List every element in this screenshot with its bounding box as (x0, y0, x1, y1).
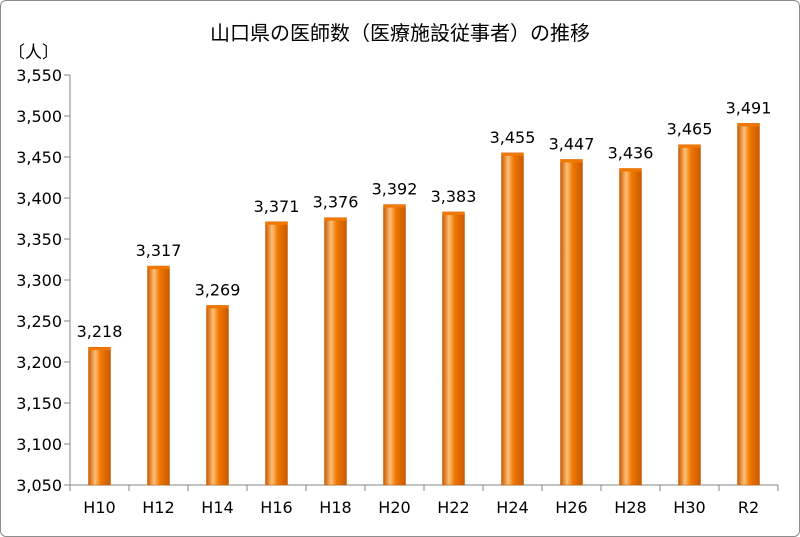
x-tick-label-H18: H18 (319, 498, 351, 517)
data-label-H26: 3,447 (549, 134, 595, 153)
bar-cap-H28 (619, 168, 642, 172)
x-tick-label-H16: H16 (260, 498, 292, 517)
chart-title: 山口県の医師数（医療施設従事者）の推移 (210, 21, 590, 45)
bar-cap-H24 (501, 152, 524, 156)
bar-cap-H12 (147, 266, 170, 270)
bar-H20 (383, 204, 406, 486)
bar-H22 (442, 211, 465, 486)
bar-cap-H30 (678, 144, 701, 148)
data-label-H16: 3,371 (254, 197, 300, 216)
x-tick-label-R2: R2 (738, 498, 759, 517)
y-tick-label: 3,250 (16, 312, 62, 331)
bar-H14 (206, 305, 229, 486)
bar-H26 (560, 159, 583, 486)
data-label-H12: 3,317 (136, 241, 182, 260)
x-tick-label-H10: H10 (83, 498, 115, 517)
y-axis: 3,050 3,100 3,150 3,200 3,250 3,300 3,350 3,400… (16, 66, 71, 495)
x-tick-label-H14: H14 (201, 498, 233, 517)
x-tick-label-H22: H22 (437, 498, 469, 517)
x-tick-label-H12: H12 (142, 498, 174, 517)
data-label-H18: 3,376 (313, 193, 359, 212)
y-tick-label: 3,200 (16, 353, 62, 372)
data-labels: 3,218 3,317 3,269 3,371 3,376 3,392 3,383 3,455… (77, 98, 772, 341)
data-label-H30: 3,465 (667, 120, 713, 139)
bar-cap-H20 (383, 204, 406, 208)
bar-H10 (88, 346, 111, 486)
x-tick-label-H26: H26 (555, 498, 587, 517)
bar-cap-H16 (265, 221, 288, 225)
x-tick-label-H20: H20 (378, 498, 410, 517)
bar-cap-H14 (206, 305, 229, 309)
bar-R2 (737, 123, 760, 486)
bar-cap-H26 (560, 159, 583, 163)
bar-cap-H10 (88, 347, 111, 351)
y-tick-label: 3,150 (16, 394, 62, 413)
data-label-H28: 3,436 (608, 143, 654, 162)
y-tick-label: 3,050 (16, 476, 62, 495)
y-tick-label: 3,300 (16, 271, 62, 290)
bar-H12 (147, 265, 170, 486)
y-tick-label: 3,400 (16, 189, 62, 208)
x-tick-label-H30: H30 (673, 498, 705, 517)
bar-H24 (501, 152, 524, 486)
y-tick-label: 3,450 (16, 148, 62, 167)
data-label-H22: 3,383 (431, 187, 477, 206)
bar-cap-H22 (442, 211, 465, 215)
data-label-H24: 3,455 (490, 128, 536, 147)
bar-H18 (324, 217, 347, 486)
data-label-H20: 3,392 (372, 180, 418, 199)
y-tick-label: 3,350 (16, 230, 62, 249)
y-tick-label: 3,550 (16, 66, 62, 85)
x-tick-label-H24: H24 (496, 498, 528, 517)
bar-H30 (678, 144, 701, 486)
y-tick-label: 3,500 (16, 107, 62, 126)
x-axis: H10 H12 H14 H16 H18 H20 H22 H24 H26 H28 H30 R2 (69, 484, 779, 517)
bar-H16 (265, 221, 288, 486)
y-unit-label: 〔人〕 (8, 43, 59, 63)
data-label-H10: 3,218 (77, 322, 123, 341)
bar-cap-R2 (737, 123, 760, 127)
data-label-R2: 3,491 (726, 98, 772, 117)
data-label-H14: 3,269 (195, 280, 241, 299)
bar-H28 (619, 168, 642, 486)
bars (88, 123, 760, 486)
x-tick-label-H28: H28 (614, 498, 646, 517)
y-tick-label: 3,100 (16, 435, 62, 454)
bar-cap-H18 (324, 217, 347, 221)
